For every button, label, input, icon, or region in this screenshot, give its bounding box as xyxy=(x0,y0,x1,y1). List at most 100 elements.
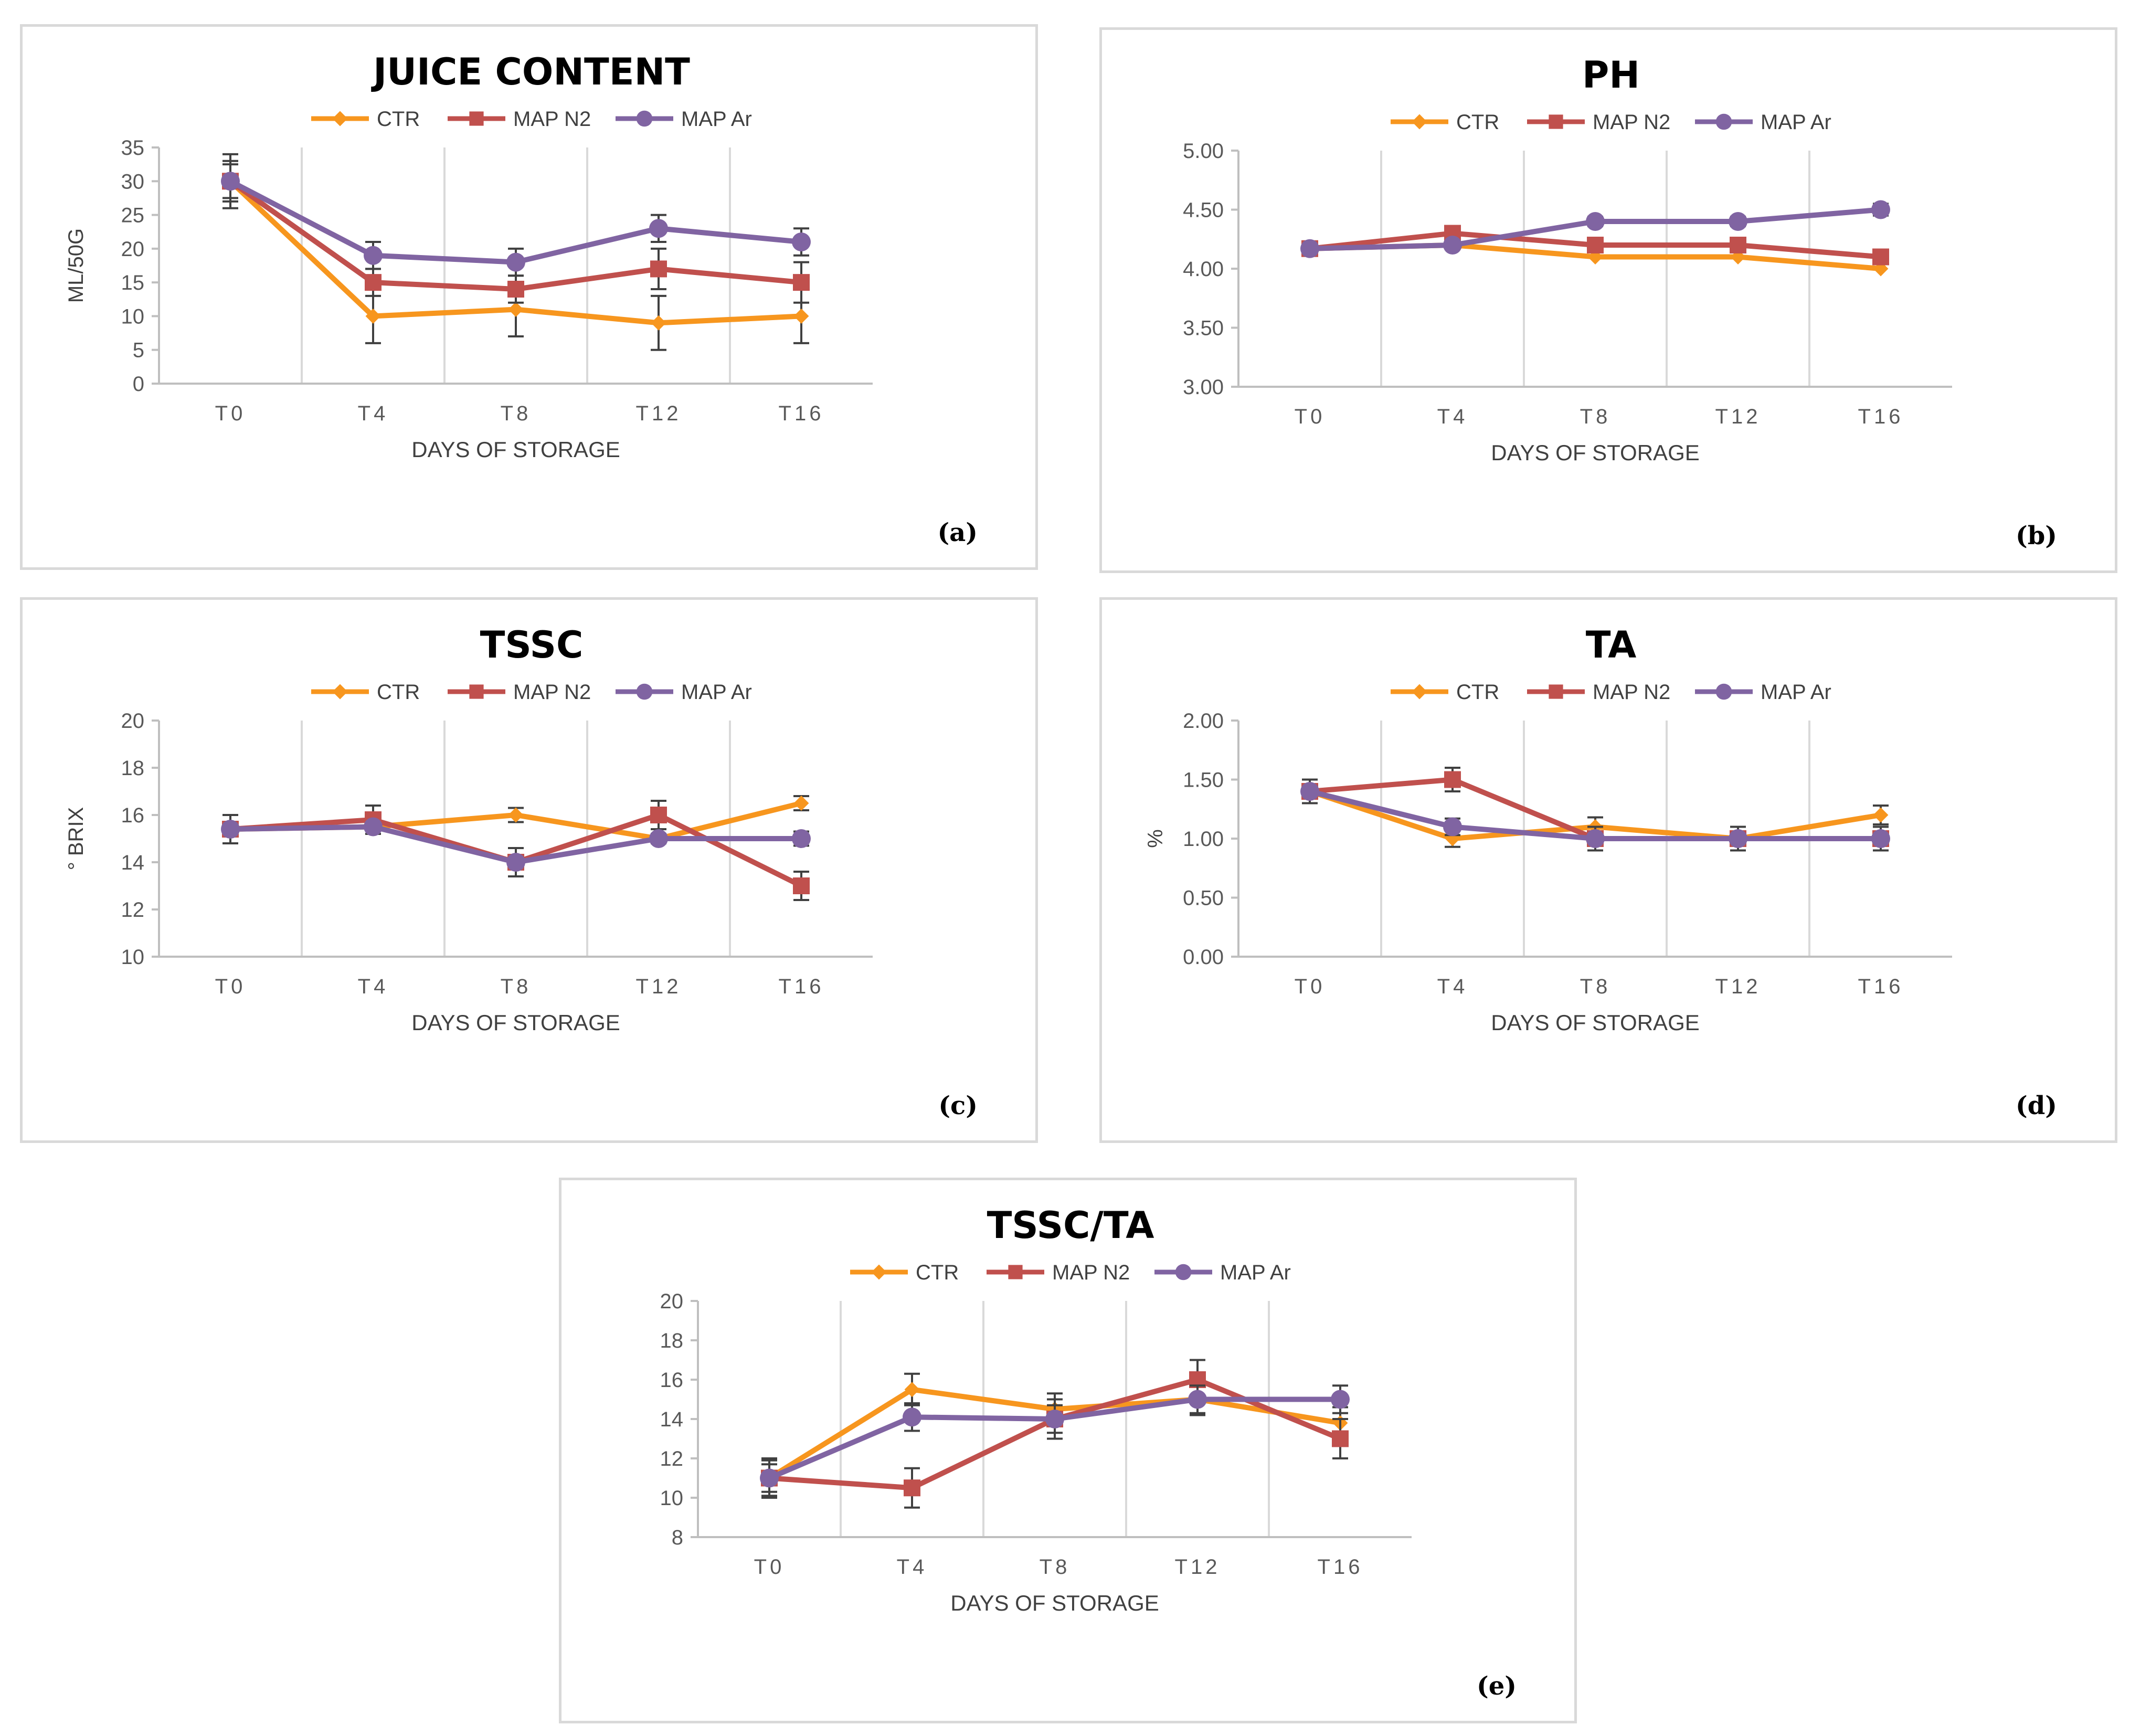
x-tick-label: T0 xyxy=(1295,975,1326,998)
data-point-map-ar xyxy=(760,1468,779,1488)
legend-marker-map-ar xyxy=(1715,683,1732,700)
legend-marker-map-ar xyxy=(636,683,653,700)
y-axis-label: ° BRIX xyxy=(65,807,88,870)
y-tick-label: 5 xyxy=(133,339,144,362)
legend-label-map-ar: MAP Ar xyxy=(681,108,752,131)
y-tick-label: 3.50 xyxy=(1183,317,1224,340)
legend-label-map-n2: MAP N2 xyxy=(513,681,591,704)
legend-label-map-ar: MAP Ar xyxy=(681,681,752,704)
y-tick-label: 18 xyxy=(660,1329,684,1352)
data-point-map-ar xyxy=(1871,829,1890,848)
y-tick-label: 10 xyxy=(121,305,145,328)
x-tick-label: T4 xyxy=(1437,405,1468,428)
data-point-map-ar xyxy=(221,820,240,839)
x-tick-label: T16 xyxy=(779,975,824,998)
legend-label-ctr: CTR xyxy=(1456,681,1499,704)
x-tick-label: T16 xyxy=(1858,405,1904,428)
chart-panel-tssc-ta: TSSC/TA CTR MAP N2 MAP Ar 8 10 12 14 16 18 20 T0 T4 T… xyxy=(559,1178,1577,1723)
x-tick-label: T12 xyxy=(1715,405,1761,428)
data-point-map-n2 xyxy=(650,807,667,823)
legend-label-ctr: CTR xyxy=(1456,111,1499,134)
data-point-map-n2 xyxy=(793,274,810,291)
y-tick-label: 16 xyxy=(660,1369,684,1392)
x-axis-label: DAYS OF STORAGE xyxy=(411,437,620,462)
legend-marker-ctr xyxy=(1412,684,1427,700)
chart-panel-juice-content: JUICE CONTENT CTR MAP N2 MAP Ar 0 5 10 15 20 25 30… xyxy=(20,24,1038,570)
y-tick-label: 20 xyxy=(121,710,145,733)
legend-label-ctr: CTR xyxy=(916,1261,959,1284)
y-tick-label: 10 xyxy=(660,1487,684,1510)
data-point-map-ar xyxy=(1300,239,1319,258)
y-tick-label: 35 xyxy=(121,136,145,160)
y-tick-label: 0.00 xyxy=(1183,946,1224,969)
y-axis-label: % xyxy=(1144,829,1167,848)
y-tick-label: 16 xyxy=(121,804,145,827)
x-tick-label: T4 xyxy=(358,402,389,425)
data-point-ctr xyxy=(508,302,524,317)
data-point-map-ar xyxy=(506,853,525,872)
panel-label: (a) xyxy=(937,518,978,547)
legend-label-map-n2: MAP N2 xyxy=(513,108,591,131)
data-point-map-ar xyxy=(506,252,525,272)
x-tick-label: T0 xyxy=(215,975,246,998)
y-tick-label: 1.00 xyxy=(1183,828,1224,851)
chart-title: TA xyxy=(1586,623,1637,666)
chart-title: TSSC/TA xyxy=(987,1204,1154,1247)
legend-label-map-ar: MAP Ar xyxy=(1761,111,1831,134)
x-tick-label: T4 xyxy=(1437,975,1468,998)
data-point-map-ar xyxy=(221,172,240,191)
chart-svg: JUICE CONTENT CTR MAP N2 MAP Ar 0 5 10 15 20 25 30… xyxy=(65,50,978,547)
x-tick-label: T8 xyxy=(1040,1555,1071,1579)
data-point-map-n2 xyxy=(507,281,524,298)
series-map-ar xyxy=(1300,200,1890,258)
chart-title: TSSC xyxy=(480,623,584,666)
data-point-map-n2 xyxy=(793,877,810,894)
data-point-ctr xyxy=(365,308,381,324)
data-point-map-ar xyxy=(1300,782,1319,801)
y-tick-label: 2.00 xyxy=(1183,710,1224,733)
data-point-map-ar xyxy=(1586,829,1605,848)
y-tick-label: 5.00 xyxy=(1183,140,1224,163)
y-tick-label: 0 xyxy=(133,373,144,396)
series-map-ar xyxy=(760,1384,1350,1493)
y-tick-label: 25 xyxy=(121,204,145,227)
legend-marker-map-ar xyxy=(1715,113,1732,130)
data-point-ctr xyxy=(1873,807,1889,823)
legend-label-map-n2: MAP N2 xyxy=(1593,681,1670,704)
x-axis-label: DAYS OF STORAGE xyxy=(411,1010,620,1035)
legend-marker-map-n2 xyxy=(1008,1265,1023,1279)
panel-label: (c) xyxy=(938,1091,978,1120)
data-point-map-n2 xyxy=(365,274,382,291)
chart-panel-ta: TA CTR MAP N2 MAP Ar 0.00 0.50 1.00 1.50 2.00 T0 T… xyxy=(1099,597,2117,1143)
chart-title: JUICE CONTENT xyxy=(371,50,690,93)
legend-marker-ctr xyxy=(871,1264,887,1280)
y-tick-label: 20 xyxy=(121,238,145,261)
data-point-map-ar xyxy=(1188,1390,1207,1409)
y-tick-label: 20 xyxy=(660,1290,684,1313)
data-point-map-n2 xyxy=(904,1479,920,1497)
x-tick-label: T8 xyxy=(501,402,532,425)
x-tick-label: T16 xyxy=(1318,1555,1363,1579)
y-axis-label: ML/50G xyxy=(65,228,88,303)
data-point-map-ar xyxy=(364,817,383,837)
legend-marker-ctr xyxy=(332,111,348,126)
legend-label-map-n2: MAP N2 xyxy=(1593,111,1670,134)
chart-svg: TSSC/TA CTR MAP N2 MAP Ar 8 10 12 14 16 18 20 T0 T4 T… xyxy=(660,1204,1517,1701)
legend-label-map-ar: MAP Ar xyxy=(1761,681,1831,704)
data-point-map-n2 xyxy=(650,260,667,278)
data-point-map-ar xyxy=(1729,829,1747,848)
data-point-map-ar xyxy=(792,829,811,848)
x-tick-label: T8 xyxy=(1580,975,1611,998)
x-tick-label: T16 xyxy=(779,402,824,425)
data-point-map-n2 xyxy=(1730,237,1746,253)
data-point-map-ar xyxy=(1045,1410,1064,1428)
panel-label: (e) xyxy=(1477,1671,1517,1701)
series-map-ar xyxy=(1300,778,1890,852)
panel-label: (d) xyxy=(2016,1091,2057,1120)
chart-panel-tssc: TSSC CTR MAP N2 MAP Ar 10 12 14 16 18 20 T0 T4 T8 T12… xyxy=(20,597,1038,1143)
series-map-ar xyxy=(221,817,811,872)
x-tick-label: T4 xyxy=(897,1555,928,1579)
data-point-map-n2 xyxy=(1872,248,1889,266)
data-point-map-n2 xyxy=(1587,237,1604,253)
x-axis-label: DAYS OF STORAGE xyxy=(1491,440,1700,465)
